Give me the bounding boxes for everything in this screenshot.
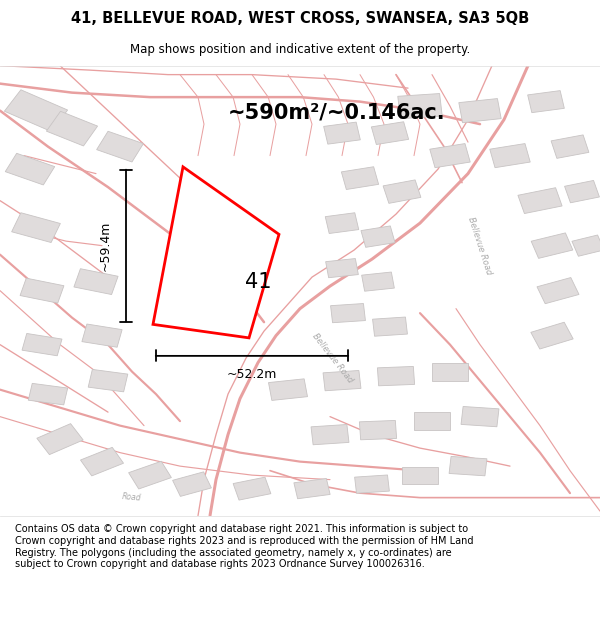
Polygon shape: [20, 278, 64, 303]
Polygon shape: [97, 131, 143, 162]
Polygon shape: [80, 448, 124, 476]
Polygon shape: [5, 153, 55, 185]
Polygon shape: [430, 144, 470, 168]
Text: Road: Road: [122, 492, 142, 503]
Text: ~590m²/~0.146ac.: ~590m²/~0.146ac.: [228, 103, 446, 123]
Polygon shape: [531, 322, 573, 349]
Polygon shape: [373, 317, 407, 336]
Text: ~52.2m: ~52.2m: [227, 368, 277, 381]
Polygon shape: [323, 371, 361, 391]
Text: Map shows position and indicative extent of the property.: Map shows position and indicative extent…: [130, 42, 470, 56]
Polygon shape: [11, 213, 61, 243]
Polygon shape: [88, 369, 128, 392]
Polygon shape: [4, 90, 68, 131]
Polygon shape: [449, 456, 487, 476]
Polygon shape: [128, 461, 172, 489]
Polygon shape: [325, 213, 359, 234]
Text: Contains OS data © Crown copyright and database right 2021. This information is : Contains OS data © Crown copyright and d…: [15, 524, 473, 569]
Polygon shape: [551, 135, 589, 158]
Polygon shape: [311, 424, 349, 445]
Polygon shape: [22, 334, 62, 356]
Polygon shape: [537, 278, 579, 304]
Polygon shape: [377, 366, 415, 386]
Polygon shape: [331, 304, 365, 322]
Polygon shape: [82, 324, 122, 348]
Polygon shape: [326, 259, 358, 278]
Polygon shape: [398, 94, 442, 119]
Polygon shape: [341, 167, 379, 189]
Polygon shape: [402, 467, 438, 484]
Polygon shape: [572, 235, 600, 256]
Polygon shape: [359, 421, 397, 440]
Polygon shape: [323, 122, 361, 144]
Polygon shape: [28, 383, 68, 405]
Polygon shape: [565, 181, 599, 203]
Polygon shape: [461, 406, 499, 427]
Polygon shape: [527, 91, 565, 112]
Polygon shape: [383, 180, 421, 203]
Polygon shape: [153, 167, 279, 338]
Polygon shape: [173, 472, 211, 496]
Polygon shape: [432, 362, 468, 381]
Text: 41: 41: [245, 272, 271, 292]
Polygon shape: [294, 479, 330, 499]
Text: ~59.4m: ~59.4m: [98, 221, 112, 271]
Polygon shape: [490, 144, 530, 168]
Text: 41, BELLEVUE ROAD, WEST CROSS, SWANSEA, SA3 5QB: 41, BELLEVUE ROAD, WEST CROSS, SWANSEA, …: [71, 11, 529, 26]
Polygon shape: [362, 272, 394, 291]
Polygon shape: [531, 233, 573, 258]
Text: Bellevue Road: Bellevue Road: [466, 216, 494, 276]
Polygon shape: [459, 99, 501, 122]
Polygon shape: [371, 122, 409, 144]
Polygon shape: [233, 477, 271, 500]
Polygon shape: [74, 269, 118, 294]
Polygon shape: [37, 424, 83, 454]
Text: Bellevue Road: Bellevue Road: [311, 332, 355, 384]
Polygon shape: [269, 379, 307, 401]
Polygon shape: [46, 111, 98, 146]
Polygon shape: [355, 475, 389, 493]
Polygon shape: [361, 226, 395, 248]
Polygon shape: [518, 188, 562, 214]
Polygon shape: [414, 412, 450, 430]
